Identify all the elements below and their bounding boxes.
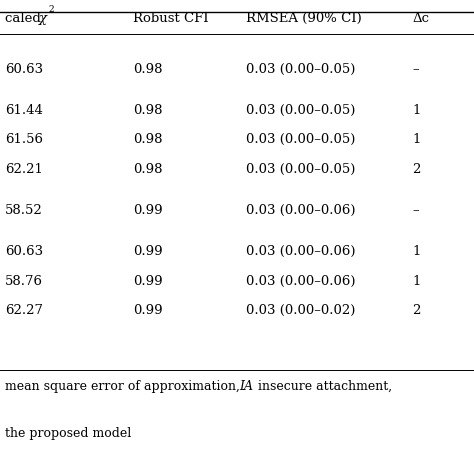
- Text: 60.63: 60.63: [5, 245, 43, 258]
- Text: 2: 2: [412, 304, 421, 317]
- Text: Robust CFI: Robust CFI: [133, 12, 209, 25]
- Text: 0.03 (0.00–0.02): 0.03 (0.00–0.02): [246, 304, 356, 317]
- Text: 0.03 (0.00–0.05): 0.03 (0.00–0.05): [246, 104, 356, 117]
- Text: 2: 2: [412, 163, 421, 176]
- Text: Δc: Δc: [412, 12, 429, 25]
- Text: 61.56: 61.56: [5, 133, 43, 146]
- Text: χ: χ: [39, 12, 47, 25]
- Text: 0.98: 0.98: [133, 63, 162, 76]
- Text: 0.03 (0.00–0.06): 0.03 (0.00–0.06): [246, 245, 356, 258]
- Text: 62.21: 62.21: [5, 163, 43, 176]
- Text: 1: 1: [412, 104, 421, 117]
- Text: 1: 1: [412, 274, 421, 288]
- Text: caled: caled: [5, 12, 45, 25]
- Text: 61.44: 61.44: [5, 104, 43, 117]
- Text: 0.03 (0.00–0.05): 0.03 (0.00–0.05): [246, 133, 356, 146]
- Text: 0.98: 0.98: [133, 104, 162, 117]
- Text: the proposed model: the proposed model: [5, 427, 131, 440]
- Text: 2: 2: [49, 5, 55, 14]
- Text: IA: IA: [239, 380, 254, 393]
- Text: 0.99: 0.99: [133, 304, 162, 317]
- Text: 0.03 (0.00–0.05): 0.03 (0.00–0.05): [246, 163, 356, 176]
- Text: 62.27: 62.27: [5, 304, 43, 317]
- Text: insecure attachment,: insecure attachment,: [254, 380, 392, 393]
- Text: 0.98: 0.98: [133, 163, 162, 176]
- Text: 0.03 (0.00–0.05): 0.03 (0.00–0.05): [246, 63, 356, 76]
- Text: 58.76: 58.76: [5, 274, 43, 288]
- Text: 0.99: 0.99: [133, 274, 162, 288]
- Text: 0.99: 0.99: [133, 204, 162, 217]
- Text: mean square error of approximation,: mean square error of approximation,: [5, 380, 244, 393]
- Text: RMSEA (90% CI): RMSEA (90% CI): [246, 12, 362, 25]
- Text: 58.52: 58.52: [5, 204, 43, 217]
- Text: 0.03 (0.00–0.06): 0.03 (0.00–0.06): [246, 204, 356, 217]
- Text: 0.03 (0.00–0.06): 0.03 (0.00–0.06): [246, 274, 356, 288]
- Text: 1: 1: [412, 245, 421, 258]
- Text: 0.98: 0.98: [133, 133, 162, 146]
- Text: 0.99: 0.99: [133, 245, 162, 258]
- Text: 60.63: 60.63: [5, 63, 43, 76]
- Text: 1: 1: [412, 133, 421, 146]
- Text: –: –: [412, 63, 419, 76]
- Text: –: –: [412, 204, 419, 217]
